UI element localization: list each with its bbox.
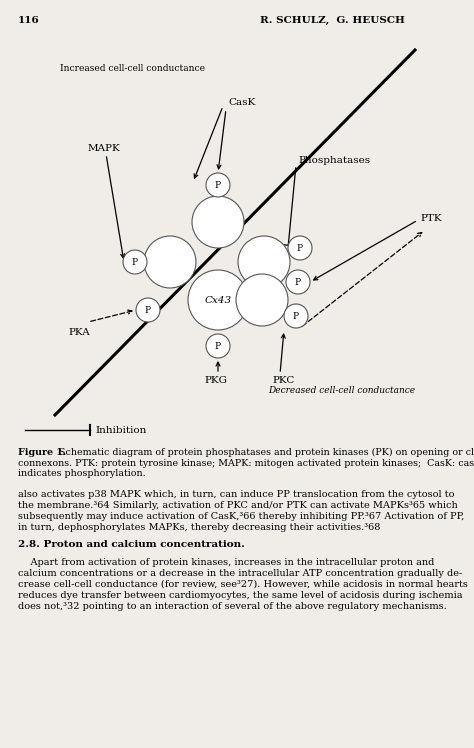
Text: P: P <box>215 342 221 351</box>
Circle shape <box>238 236 290 288</box>
Text: CasK: CasK <box>228 97 255 106</box>
Text: crease cell-cell conductance (for review, see³27). However, while acidosis in no: crease cell-cell conductance (for review… <box>18 580 468 589</box>
Text: P: P <box>215 180 221 189</box>
Text: Schematic diagram of protein phosphatases and protein kinases (PK) on opening or: Schematic diagram of protein phosphatase… <box>56 448 474 457</box>
Text: Decreased cell-cell conductance: Decreased cell-cell conductance <box>268 385 415 394</box>
Text: R. SCHULZ,  G. HEUSCH: R. SCHULZ, G. HEUSCH <box>260 16 405 25</box>
Text: also activates p38 MAPK which, in turn, can induce PP translocation from the cyt: also activates p38 MAPK which, in turn, … <box>18 490 455 499</box>
Text: calcium concentrations or a decrease in the intracellular ATP concentration grad: calcium concentrations or a decrease in … <box>18 569 462 578</box>
Text: PKA: PKA <box>68 328 90 337</box>
Text: P: P <box>145 305 151 314</box>
Circle shape <box>144 236 196 288</box>
Text: Increased cell-cell conductance: Increased cell-cell conductance <box>60 64 205 73</box>
Text: P: P <box>297 244 303 253</box>
Text: P: P <box>132 257 138 266</box>
Text: subsequently may induce activation of CasK,³66 thereby inhibiting PP.³67 Activat: subsequently may induce activation of Ca… <box>18 512 465 521</box>
Text: Figure 1.: Figure 1. <box>18 448 66 457</box>
Text: 2.8. Proton and calcium concentration.: 2.8. Proton and calcium concentration. <box>18 540 245 549</box>
Circle shape <box>236 274 288 326</box>
Circle shape <box>192 196 244 248</box>
Text: indicates phosphorylation.: indicates phosphorylation. <box>18 469 146 478</box>
Circle shape <box>136 298 160 322</box>
Circle shape <box>284 304 308 328</box>
Circle shape <box>123 250 147 274</box>
Text: PKC: PKC <box>272 376 294 385</box>
Text: Apart from activation of protein kinases, increases in the intracellular proton : Apart from activation of protein kinases… <box>18 558 434 567</box>
Circle shape <box>288 236 312 260</box>
Text: P: P <box>293 311 299 320</box>
Text: MAPK: MAPK <box>88 144 121 153</box>
Text: connexons. PTK: protein tyrosine kinase; MAPK: mitogen activated protein kinases: connexons. PTK: protein tyrosine kinase;… <box>18 459 474 468</box>
Text: does not,³32 pointing to an interaction of several of the above regulatory mecha: does not,³32 pointing to an interaction … <box>18 602 447 611</box>
Circle shape <box>286 270 310 294</box>
Circle shape <box>206 173 230 197</box>
Text: PTK: PTK <box>420 213 442 222</box>
Circle shape <box>188 270 248 330</box>
Text: the membrane.³64 Similarly, activation of PKC and/or PTK can activate MAPKs³65 w: the membrane.³64 Similarly, activation o… <box>18 501 458 510</box>
Text: 116: 116 <box>18 16 40 25</box>
Text: Cx43: Cx43 <box>204 295 232 304</box>
Text: in turn, dephosphorylates MAPKs, thereby decreasing their activities.³68: in turn, dephosphorylates MAPKs, thereby… <box>18 523 380 532</box>
Text: P: P <box>295 278 301 286</box>
Text: Phosphatases: Phosphatases <box>298 156 370 165</box>
Text: Inhibition: Inhibition <box>95 426 146 435</box>
Text: reduces dye transfer between cardiomyocytes, the same level of acidosis during i: reduces dye transfer between cardiomyocy… <box>18 591 463 600</box>
Circle shape <box>206 334 230 358</box>
Text: PKG: PKG <box>204 376 227 385</box>
